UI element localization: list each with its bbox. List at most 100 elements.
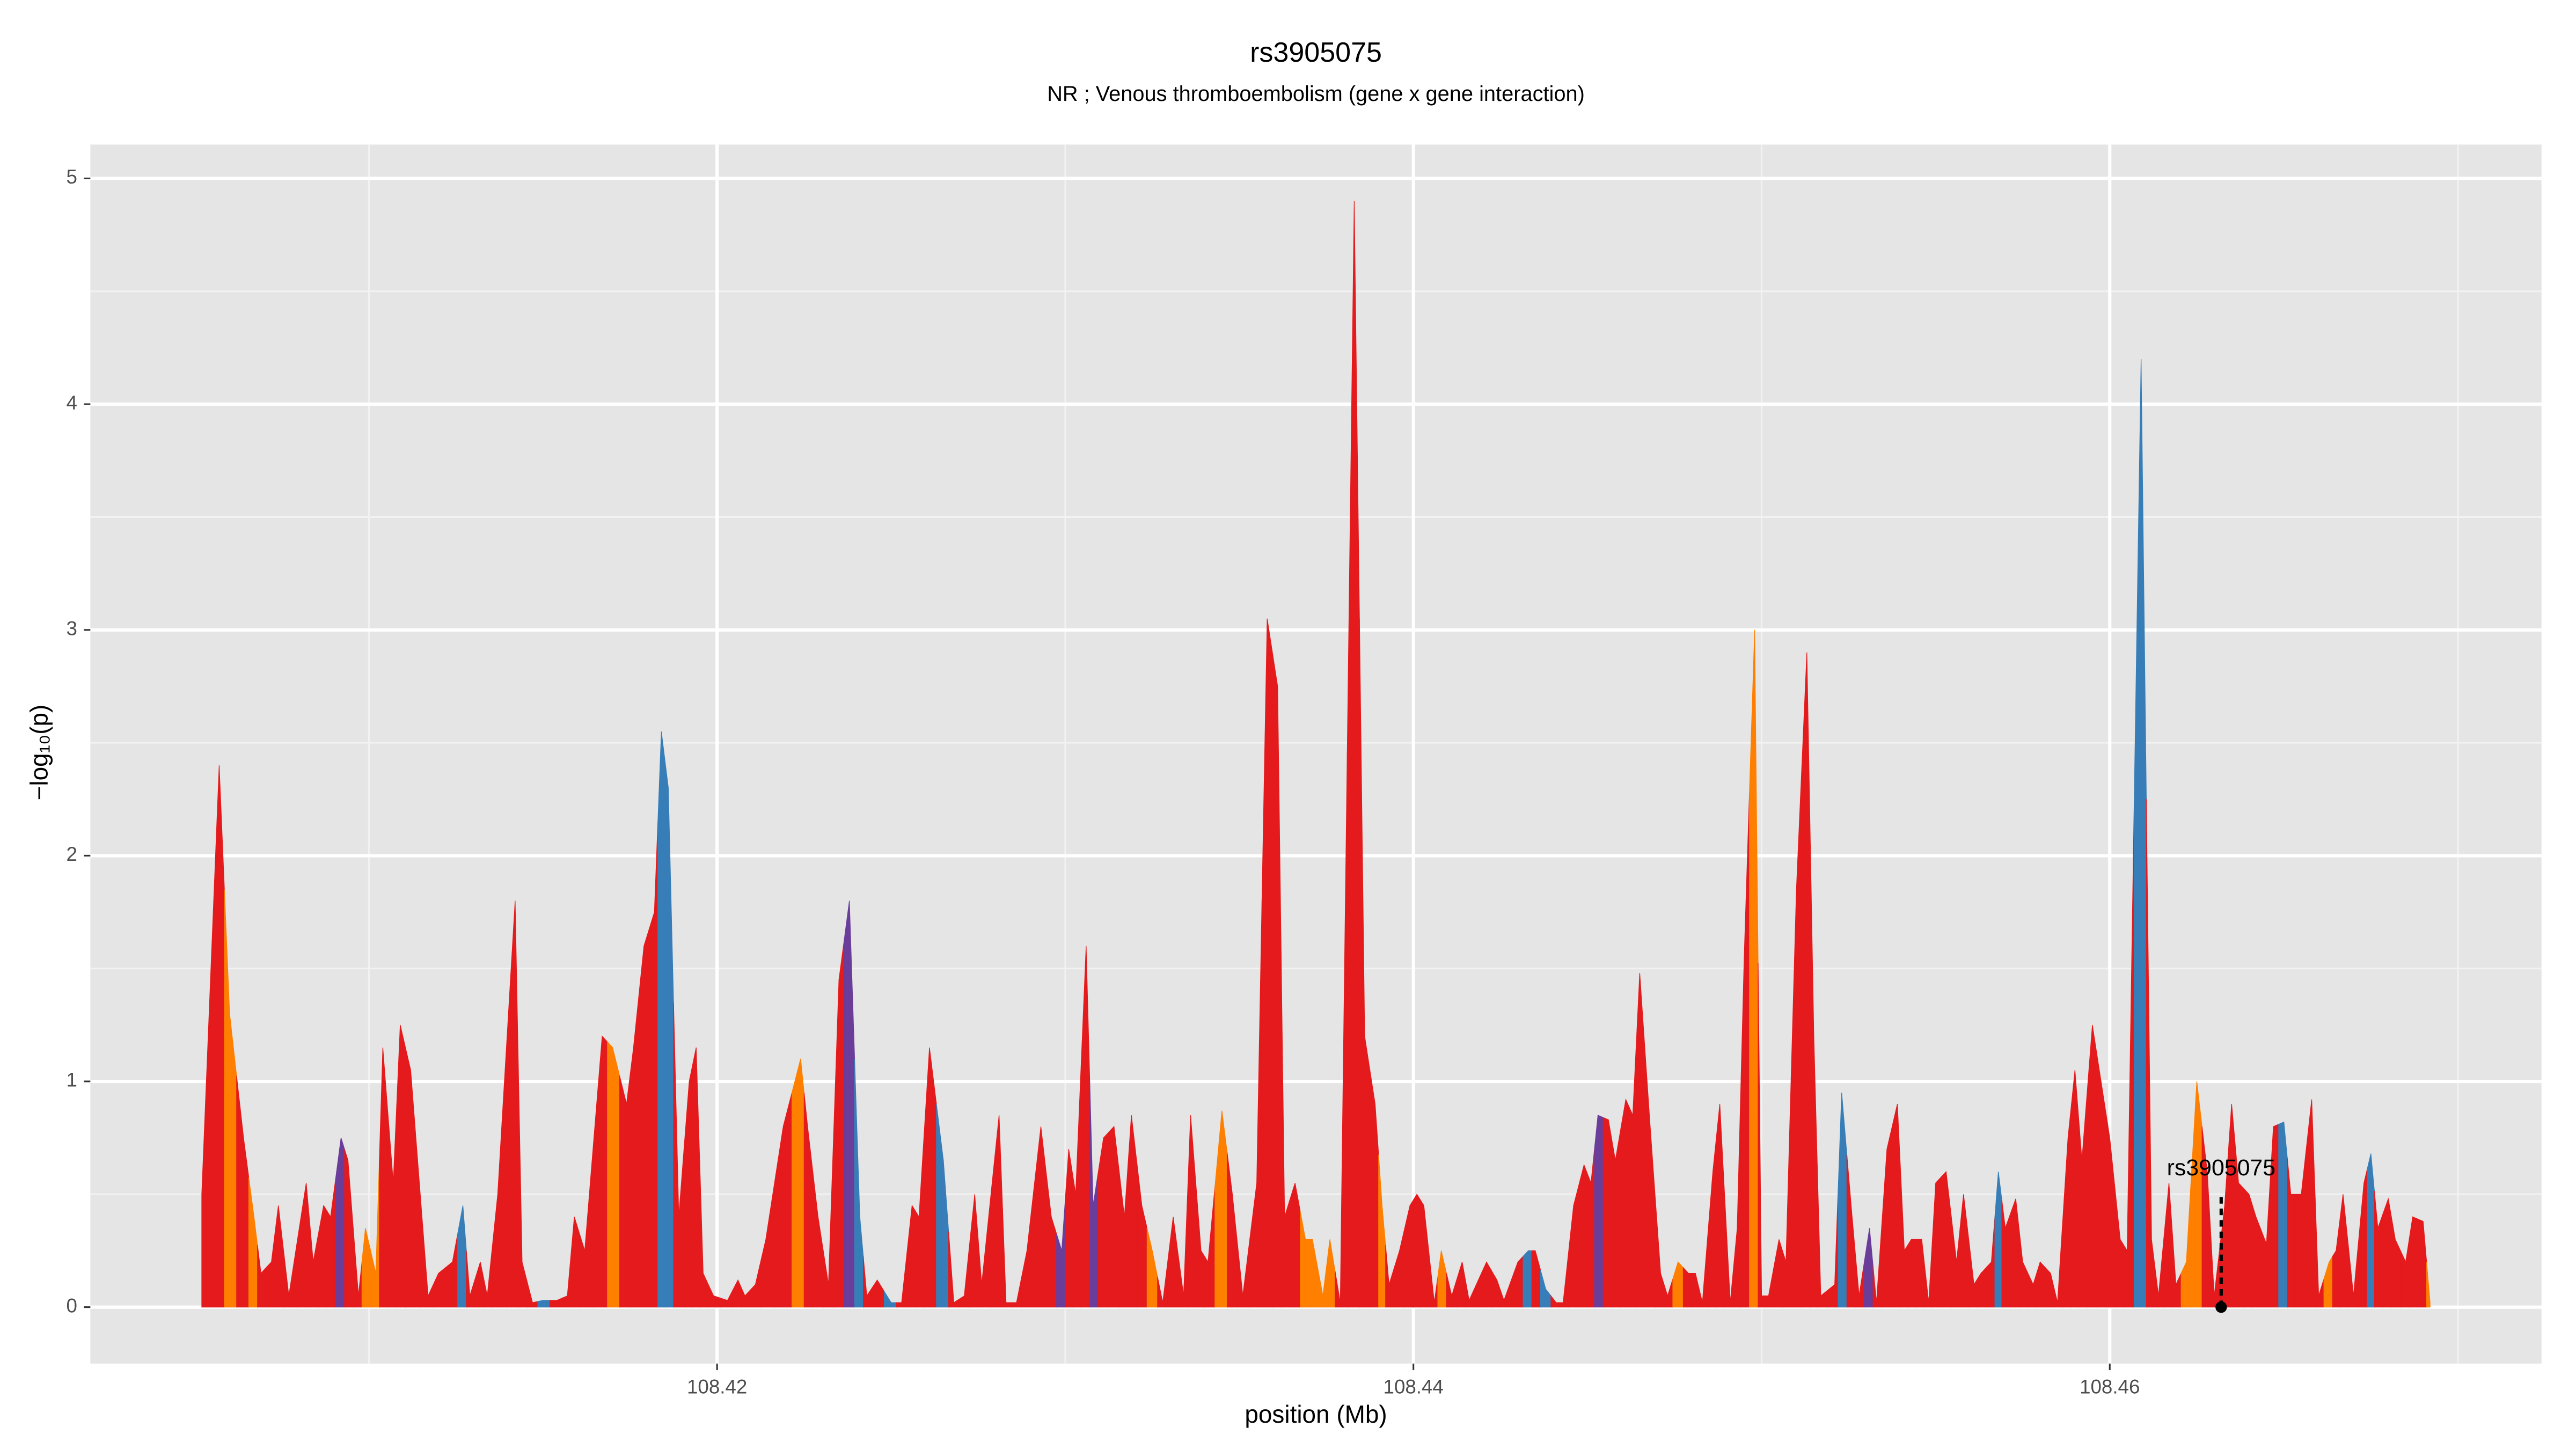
area-segment [1346, 201, 1360, 1308]
area-segment [2367, 1153, 2375, 1308]
area-segment [518, 1081, 528, 1308]
area-segment [1491, 1270, 1501, 1308]
area-segment [2028, 1273, 2037, 1308]
area-segment [1002, 1209, 1012, 1308]
area-segment [2391, 1219, 2401, 1308]
area-segment [2295, 1146, 2307, 1308]
area-segment [1531, 1250, 1541, 1308]
area-segment [1300, 1211, 1309, 1308]
area-segment [1758, 963, 1766, 1308]
area-segment [1146, 1228, 1158, 1308]
area-segment [2010, 1198, 2020, 1308]
area-segment [1864, 1228, 1874, 1308]
area-segment [2036, 1261, 2046, 1308]
area-segment [2163, 1183, 2173, 1308]
area-segment [1237, 1239, 1250, 1308]
area-segment [1385, 1245, 1395, 1308]
area-segment [732, 1279, 742, 1308]
area-segment [1707, 1138, 1717, 1308]
area-segment [2087, 1024, 2098, 1308]
area-segment [638, 928, 650, 1308]
area-segment [792, 1058, 804, 1308]
area-segment [1326, 1239, 1336, 1308]
area-segment [2400, 1239, 2410, 1308]
area-segment [1204, 1186, 1216, 1308]
area-segment [1394, 1228, 1406, 1308]
y-tick-label: 0 [66, 1294, 77, 1316]
area-segment [823, 1132, 835, 1308]
area-segment [720, 1290, 733, 1308]
area-segment [283, 1239, 298, 1308]
area-segment [474, 1262, 485, 1308]
area-segment [1465, 1281, 1479, 1308]
area-segment [2172, 1233, 2182, 1308]
area-segment [593, 1035, 608, 1308]
area-segment [1644, 1050, 1656, 1308]
area-segment [1672, 1261, 1684, 1308]
area-segment [236, 1075, 250, 1308]
area-segment [1801, 652, 1811, 1308]
area-segment [1664, 1278, 1673, 1308]
area-segment [2287, 1158, 2296, 1308]
area-segment [1128, 1115, 1137, 1308]
plot-panel [90, 144, 2542, 1364]
area-segment [1810, 844, 1818, 1308]
area-segment [978, 1199, 991, 1308]
area-segment [274, 1205, 284, 1308]
area-segment [657, 731, 665, 1308]
area-segment [570, 1217, 580, 1308]
area-segment [361, 1228, 371, 1308]
area-segment [2348, 1239, 2359, 1308]
area-segment [1072, 1070, 1081, 1308]
area-segment [2097, 1058, 2107, 1308]
area-segment [318, 1204, 328, 1308]
area-segment [872, 1279, 885, 1308]
area-segment [1437, 1250, 1447, 1308]
area-segment [1510, 1255, 1524, 1308]
area-segment [683, 1064, 693, 1308]
area-segment [257, 1245, 267, 1308]
area-segment [1846, 1154, 1856, 1308]
area-segment [1587, 1149, 1595, 1308]
area-segment [492, 1047, 507, 1308]
area-segment [1540, 1270, 1552, 1308]
area-segment [405, 1047, 420, 1308]
area-segment [2339, 1194, 2349, 1308]
area-segment [2146, 799, 2156, 1308]
area-segment [1404, 1198, 1414, 1308]
area-segment [1892, 1103, 1901, 1308]
area-segment [526, 1282, 538, 1308]
area-segment [1733, 1093, 1741, 1308]
area-segment [1699, 1237, 1708, 1308]
area-segment [1568, 1185, 1579, 1308]
area-segment [466, 1250, 475, 1308]
area-segment [1550, 1294, 1560, 1308]
area-segment [2374, 1190, 2384, 1308]
area-segment [896, 1254, 908, 1308]
area-segment [1872, 1226, 1882, 1308]
area-segment [335, 1138, 345, 1308]
area-segment [1692, 1272, 1700, 1308]
area-segment [537, 1300, 551, 1308]
area-segment [1457, 1262, 1466, 1308]
area-segment [760, 1183, 775, 1308]
area-segment [1594, 1115, 1604, 1308]
area-segment [1940, 1170, 1952, 1308]
area-segment [1167, 1217, 1179, 1308]
area-segment [1977, 1267, 1987, 1308]
area-segment [550, 1297, 563, 1308]
area-segment [741, 1287, 751, 1308]
area-segment [457, 1205, 467, 1308]
area-segment [1011, 1276, 1022, 1308]
area-segment [1523, 1250, 1532, 1308]
area-segment [2180, 1172, 2192, 1308]
area-segment [1056, 1199, 1066, 1308]
area-segment [297, 1183, 310, 1308]
area-segment [607, 1041, 620, 1308]
area-segment [579, 1143, 594, 1308]
area-segment [1178, 1205, 1188, 1308]
area-segment [649, 822, 658, 1308]
area-segment [2323, 1255, 2333, 1308]
area-segment [1559, 1254, 1569, 1308]
area-segment [1280, 952, 1290, 1308]
